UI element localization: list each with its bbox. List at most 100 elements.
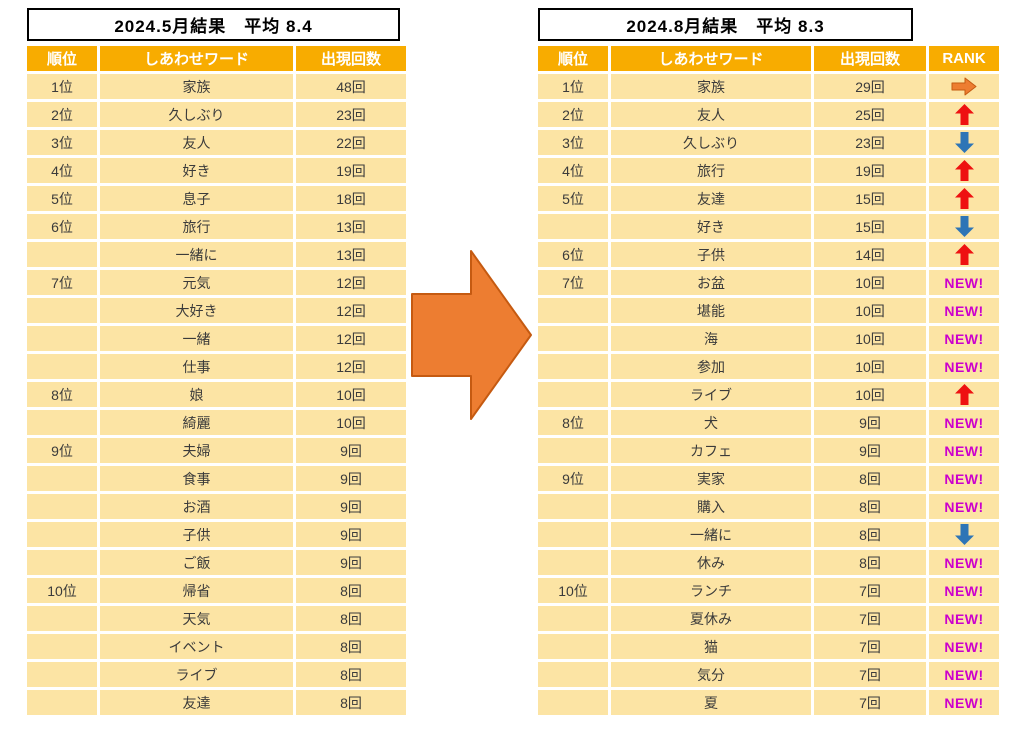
- count-cell: 8回: [814, 522, 926, 547]
- table-row: 大好き 12回: [27, 298, 406, 323]
- word-cell: 海: [611, 326, 811, 351]
- count-cell: 12回: [296, 326, 406, 351]
- rank-cell: [538, 382, 608, 407]
- table-row: 3位 久しぶり 23回: [538, 130, 999, 155]
- column-header: しあわせワード: [100, 46, 293, 71]
- rank-cell: 2位: [27, 102, 97, 127]
- table-row: 好き 15回: [538, 214, 999, 239]
- count-cell: 9回: [296, 522, 406, 547]
- column-header: しあわせワード: [611, 46, 811, 71]
- word-cell: イベント: [100, 634, 293, 659]
- word-cell: 気分: [611, 662, 811, 687]
- rank-up-arrow-icon: [954, 160, 974, 181]
- table-row: 海 10回 NEW!: [538, 326, 999, 351]
- new-entry-badge: NEW!: [944, 274, 984, 291]
- count-cell: 7回: [814, 662, 926, 687]
- rank-trend-cell: NEW!: [929, 438, 999, 463]
- word-cell: ランチ: [611, 578, 811, 603]
- rank-up-arrow-icon: [954, 244, 974, 265]
- count-cell: 22回: [296, 130, 406, 155]
- count-cell: 19回: [296, 158, 406, 183]
- rank-trend-cell: NEW!: [929, 606, 999, 631]
- word-cell: 猫: [611, 634, 811, 659]
- word-cell: 久しぶり: [100, 102, 293, 127]
- header-row: 順位 しあわせワード 出現回数: [27, 46, 406, 71]
- count-cell: 15回: [814, 186, 926, 211]
- count-cell: 12回: [296, 270, 406, 295]
- word-cell: 一緒に: [100, 242, 293, 267]
- rank-trend-cell: NEW!: [929, 662, 999, 687]
- count-cell: 12回: [296, 298, 406, 323]
- count-cell: 12回: [296, 354, 406, 379]
- rank-cell: [538, 550, 608, 575]
- word-cell: 友人: [100, 130, 293, 155]
- rank-cell: [27, 522, 97, 547]
- rank-cell: [27, 242, 97, 267]
- table-row: 10位 帰省 8回: [27, 578, 406, 603]
- table-row: 購入 8回 NEW!: [538, 494, 999, 519]
- count-cell: 7回: [814, 578, 926, 603]
- table-row: 一緒に 13回: [27, 242, 406, 267]
- word-cell: 友人: [611, 102, 811, 127]
- rank-cell: [27, 606, 97, 631]
- count-cell: 7回: [814, 606, 926, 631]
- column-header: 出現回数: [296, 46, 406, 71]
- table-row: 5位 友達 15回: [538, 186, 999, 211]
- count-cell: 19回: [814, 158, 926, 183]
- table-row: 6位 子供 14回: [538, 242, 999, 267]
- word-cell: 久しぶり: [611, 130, 811, 155]
- rank-cell: 8位: [27, 382, 97, 407]
- count-cell: 10回: [296, 410, 406, 435]
- rank-cell: [27, 690, 97, 715]
- new-entry-badge: NEW!: [944, 330, 984, 347]
- count-cell: 9回: [296, 550, 406, 575]
- rank-trend-cell: [929, 186, 999, 211]
- rank-trend-cell: [929, 382, 999, 407]
- rank-cell: [538, 522, 608, 547]
- rank-cell: [538, 326, 608, 351]
- rank-cell: [27, 298, 97, 323]
- rank-trend-cell: NEW!: [929, 550, 999, 575]
- word-cell: 仕事: [100, 354, 293, 379]
- rank-trend-cell: [929, 214, 999, 239]
- rank-trend-cell: [929, 130, 999, 155]
- rank-cell: [27, 410, 97, 435]
- word-cell: 大好き: [100, 298, 293, 323]
- table-row: 7位 お盆 10回 NEW!: [538, 270, 999, 295]
- table-row: ご飯 9回: [27, 550, 406, 575]
- word-cell: 息子: [100, 186, 293, 211]
- rank-cell: 10位: [538, 578, 608, 603]
- rank-cell: [27, 354, 97, 379]
- new-entry-badge: NEW!: [944, 610, 984, 627]
- august-results-title: 2024.8月結果 平均 8.3: [626, 17, 825, 36]
- table-row: 5位 息子 18回: [27, 186, 406, 211]
- table-row: 綺麗 10回: [27, 410, 406, 435]
- rank-down-arrow-icon: [954, 216, 974, 237]
- rank-cell: [538, 634, 608, 659]
- count-cell: 9回: [296, 494, 406, 519]
- rank-cell: 1位: [27, 74, 97, 99]
- word-cell: 友達: [611, 186, 811, 211]
- word-cell: 実家: [611, 466, 811, 491]
- table-row: 3位 友人 22回: [27, 130, 406, 155]
- word-cell: 休み: [611, 550, 811, 575]
- word-cell: 食事: [100, 466, 293, 491]
- rank-up-arrow-icon: [954, 384, 974, 405]
- rank-cell: [538, 494, 608, 519]
- new-entry-badge: NEW!: [944, 470, 984, 487]
- new-entry-badge: NEW!: [944, 666, 984, 683]
- count-cell: 25回: [814, 102, 926, 127]
- rank-cell: [27, 634, 97, 659]
- table-row: カフェ 9回 NEW!: [538, 438, 999, 463]
- table-row: 仕事 12回: [27, 354, 406, 379]
- count-cell: 13回: [296, 214, 406, 239]
- table-row: 4位 好き 19回: [27, 158, 406, 183]
- word-cell: ライブ: [100, 662, 293, 687]
- count-cell: 18回: [296, 186, 406, 211]
- table-row: 猫 7回 NEW!: [538, 634, 999, 659]
- rank-trend-cell: [929, 158, 999, 183]
- table-row: 夏 7回 NEW!: [538, 690, 999, 715]
- table-row: 食事 9回: [27, 466, 406, 491]
- rank-trend-cell: [929, 102, 999, 127]
- count-cell: 23回: [296, 102, 406, 127]
